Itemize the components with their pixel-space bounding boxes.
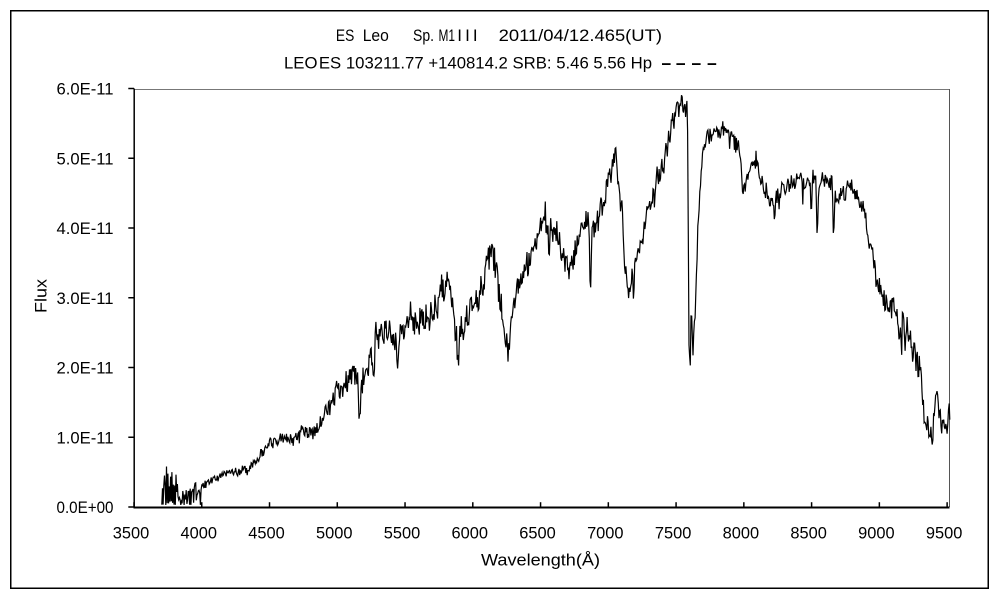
svg-text:8000: 8000 xyxy=(723,523,760,542)
svg-text:ES: ES xyxy=(336,26,354,45)
svg-text:2.0E-11: 2.0E-11 xyxy=(57,359,114,378)
svg-text:Wavelength(Å): Wavelength(Å) xyxy=(481,551,600,570)
svg-text:5.0E-11: 5.0E-11 xyxy=(57,149,114,168)
svg-text:7000: 7000 xyxy=(587,523,624,542)
svg-text:Flux: Flux xyxy=(32,278,51,313)
svg-text:3500: 3500 xyxy=(113,523,150,542)
svg-text:3.0E-11: 3.0E-11 xyxy=(57,289,114,308)
svg-text:4.0E-11: 4.0E-11 xyxy=(57,219,114,238)
svg-text:Sp.: Sp. xyxy=(413,26,434,45)
svg-text:6.0E-11: 6.0E-11 xyxy=(57,80,114,99)
svg-text:7500: 7500 xyxy=(655,523,692,542)
svg-text:5500: 5500 xyxy=(384,523,421,542)
svg-text:0.0E+00: 0.0E+00 xyxy=(57,498,114,517)
svg-text:LEO ES 103211.77 +140814.2 SRB: LEO ES 103211.77 +140814.2 SRB: 5.46 5.5… xyxy=(284,54,652,73)
svg-text:9500: 9500 xyxy=(926,523,963,542)
svg-text:III: III xyxy=(457,26,477,45)
svg-text:4500: 4500 xyxy=(248,523,285,542)
svg-text:9000: 9000 xyxy=(858,523,895,542)
svg-text:5000: 5000 xyxy=(316,523,353,542)
svg-text:4000: 4000 xyxy=(181,523,218,542)
svg-text:1.0E-11: 1.0E-11 xyxy=(57,428,114,447)
svg-text:2011/04/12.465(UT): 2011/04/12.465(UT) xyxy=(499,26,662,45)
svg-text:6500: 6500 xyxy=(519,523,556,542)
svg-text:Leo: Leo xyxy=(363,26,389,45)
svg-text:M1: M1 xyxy=(439,27,456,46)
svg-text:6000: 6000 xyxy=(452,523,489,542)
svg-text:8500: 8500 xyxy=(790,523,827,542)
